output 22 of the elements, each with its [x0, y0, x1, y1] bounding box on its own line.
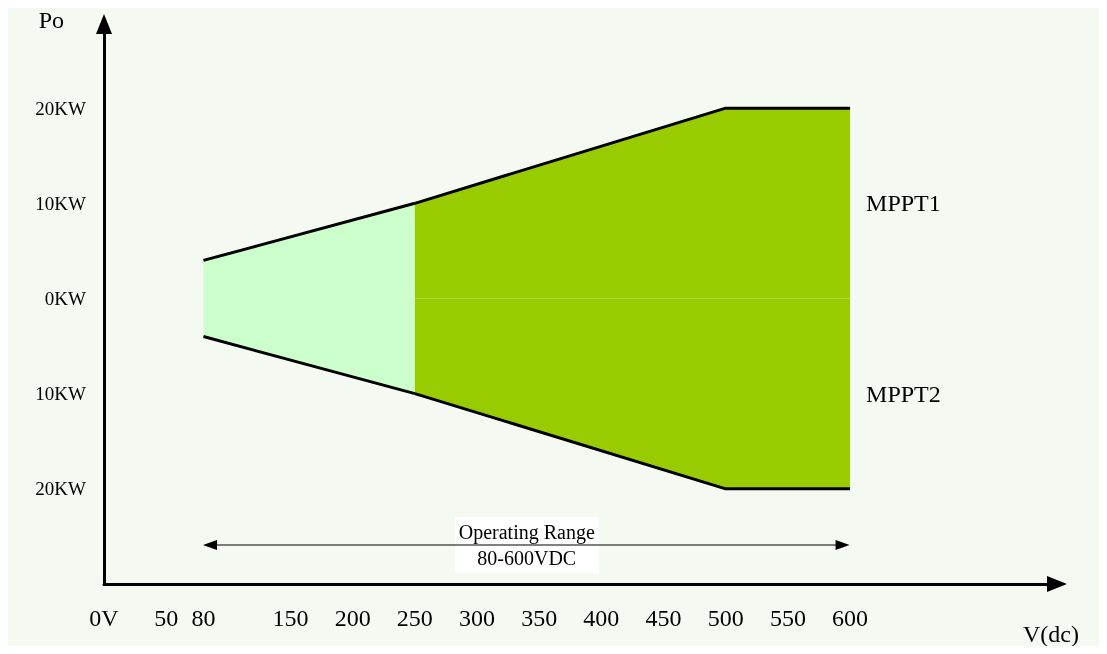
x-tick-label: 80 — [191, 605, 216, 631]
y-tick-label: 20KW — [35, 478, 87, 500]
series-label: MPPT1 — [866, 190, 941, 217]
y-tick-label: 0KW — [44, 287, 87, 309]
x-tick-label: 250 — [396, 605, 433, 631]
x-tick-label: 50 — [154, 605, 179, 631]
y-tick-label: 10KW — [35, 192, 87, 214]
y-axis-title: Po — [38, 7, 64, 33]
x-tick-label: 200 — [334, 605, 371, 631]
x-tick-label: 0V — [89, 605, 120, 631]
x-tick-label: 550 — [769, 605, 806, 631]
x-tick-label: 500 — [707, 605, 744, 631]
series-label: MPPT2 — [866, 380, 941, 407]
x-tick-label: 400 — [583, 605, 620, 631]
x-tick-label: 150 — [272, 605, 309, 631]
x-tick-label: 350 — [521, 605, 558, 631]
x-tick-label: 600 — [832, 605, 869, 631]
annotation: Operating Range 80-600VDC — [458, 521, 595, 570]
x-tick-label: 300 — [459, 605, 496, 631]
y-tick-label: 10KW — [35, 383, 87, 405]
y-tick-label: 20KW — [35, 97, 87, 119]
x-tick-label: 450 — [645, 605, 682, 631]
